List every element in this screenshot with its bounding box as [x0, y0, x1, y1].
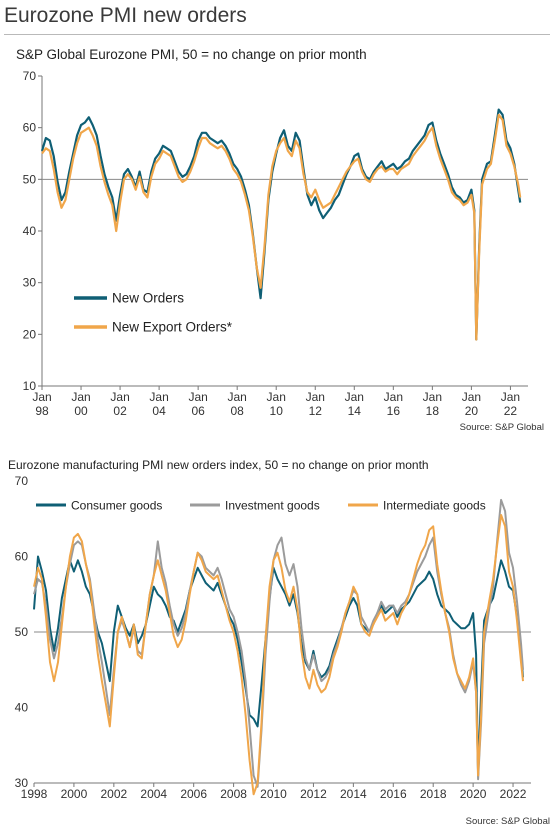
x-tick-label-year: 16 [387, 404, 401, 418]
series-line-new-export-orders [41, 113, 522, 341]
x-tick-label: 1998 [21, 787, 48, 801]
x-tick-label: Jan [306, 390, 325, 404]
x-tick-label: 2016 [380, 787, 407, 801]
title-divider [4, 34, 550, 35]
x-tick-label: Jan [462, 390, 481, 404]
y-tick-label: 30 [15, 776, 29, 790]
y-tick-label: 70 [15, 474, 29, 488]
y-tick-label: 10 [23, 379, 37, 393]
chart1-series [40, 108, 522, 341]
y-tick-label: 40 [15, 701, 29, 715]
x-tick-label: 2020 [460, 787, 487, 801]
x-tick-label: 2004 [140, 787, 167, 801]
x-tick-label: Jan [149, 390, 168, 404]
x-tick-label-year: 18 [426, 404, 440, 418]
legend-label: Intermediate goods [383, 499, 486, 513]
x-tick-label-year: 04 [152, 404, 166, 418]
new-orders-chart-svg: S&P Global Eurozone PMI, 50 = no change … [16, 47, 544, 433]
series-line-consumer-goods [33, 555, 524, 777]
x-tick-label-year: 12 [309, 404, 323, 418]
legend-label: Investment goods [225, 499, 320, 513]
x-tick-label: Jan [267, 390, 286, 404]
chart2-axes: 30 40 50 60 70 1998 2000 2002 2004 2006 2008 2010 20… [15, 474, 531, 801]
new-orders-chart: S&P Global Eurozone PMI, 50 = no change … [0, 40, 556, 438]
page-title: Eurozone PMI new orders [4, 4, 247, 27]
x-tick-label: 2006 [180, 787, 207, 801]
x-tick-label-year: 22 [504, 404, 518, 418]
x-tick-label-year: 08 [231, 404, 245, 418]
sector-new-orders-chart: Eurozone manufacturing PMI new orders in… [0, 452, 556, 840]
x-tick-label-year: 06 [191, 404, 205, 418]
chart1-source: Source: S&P Global [460, 422, 544, 433]
x-tick-label: Jan [32, 390, 51, 404]
x-tick-label-year: 02 [113, 404, 127, 418]
legend-label: New Orders [112, 291, 184, 306]
x-tick-label: 2018 [420, 787, 447, 801]
x-tick-label: 2012 [300, 787, 327, 801]
x-tick-label: Jan [228, 390, 247, 404]
x-tick-label: 2002 [100, 787, 127, 801]
x-tick-label: 2000 [61, 787, 88, 801]
y-tick-label: 70 [23, 69, 37, 83]
x-tick-label: Jan [345, 390, 364, 404]
x-tick-label-year: 00 [74, 404, 88, 418]
x-tick-label: Jan [423, 390, 442, 404]
series-line-intermediate-goods [33, 514, 524, 796]
legend-label: Consumer goods [71, 499, 162, 513]
sector-new-orders-chart-svg: Eurozone manufacturing PMI new orders in… [8, 458, 550, 827]
y-tick-label: 60 [23, 121, 37, 135]
chart2-legend: Consumer goods Investment goods Intermedia… [36, 499, 486, 513]
x-tick-label: Jan [71, 390, 90, 404]
chart1-axes: 10203040506070Jan98Jan00Jan02Jan04Jan06J… [23, 69, 528, 418]
x-tick-label: Jan [384, 390, 403, 404]
x-tick-label-year: 14 [348, 404, 362, 418]
chart2-title: Eurozone manufacturing PMI new orders in… [8, 458, 429, 472]
y-tick-label: 50 [15, 625, 29, 639]
chart2-series [33, 498, 524, 796]
x-tick-label: 2022 [500, 787, 527, 801]
x-tick-label-year: 20 [465, 404, 479, 418]
chart2-source: Source: S&P Global [466, 816, 550, 827]
y-tick-label: 40 [23, 224, 37, 238]
y-tick-label: 30 [23, 276, 37, 290]
x-tick-label: 2014 [340, 787, 367, 801]
y-tick-label: 50 [23, 172, 37, 186]
x-tick-label-year: 98 [35, 404, 49, 418]
x-tick-label: Jan [501, 390, 520, 404]
x-tick-label: 2008 [220, 787, 247, 801]
legend-label: New Export Orders* [112, 320, 233, 335]
series-line-investment-goods [33, 498, 524, 788]
chart1-legend: New Orders New Export Orders* [74, 291, 233, 335]
x-tick-label-year: 10 [270, 404, 284, 418]
x-tick-label: 2010 [260, 787, 287, 801]
y-tick-label: 20 [23, 327, 37, 341]
x-tick-label: Jan [110, 390, 129, 404]
y-tick-label: 60 [15, 550, 29, 564]
chart1-title: S&P Global Eurozone PMI, 50 = no change … [16, 47, 367, 62]
x-tick-label: Jan [188, 390, 207, 404]
